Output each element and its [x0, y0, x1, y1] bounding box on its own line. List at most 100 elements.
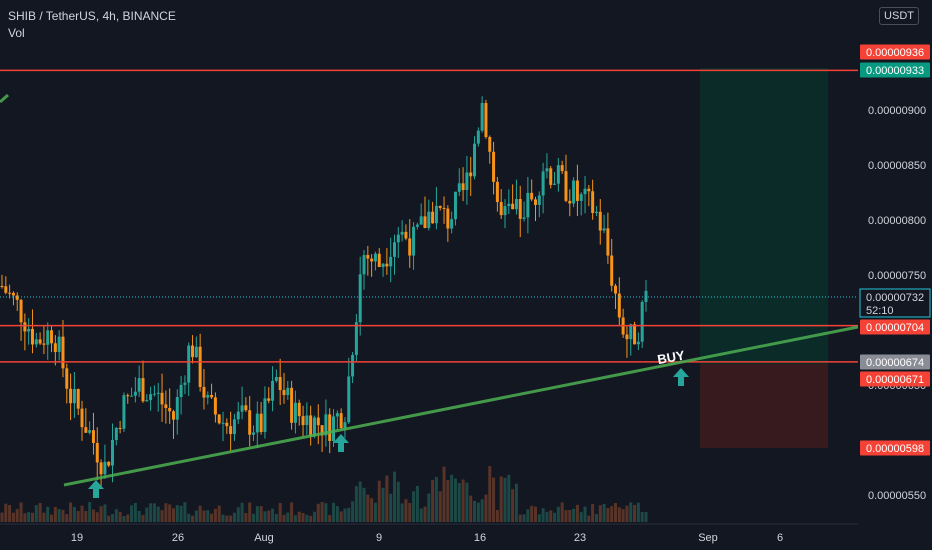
candle-body [271, 380, 275, 401]
candle-body [617, 293, 621, 318]
volume-bar [95, 512, 99, 522]
trendline[interactable] [63, 325, 859, 487]
candle-body [320, 425, 324, 436]
profit-zone [700, 68, 828, 364]
volume-bar [469, 495, 473, 522]
volume-bar [248, 502, 252, 522]
candle-body [553, 183, 557, 185]
candle-body [179, 384, 183, 398]
candle-body [27, 328, 31, 332]
volume-bar [267, 510, 271, 522]
candle-body [206, 394, 210, 398]
currency-button[interactable]: USDT [879, 7, 919, 25]
candle-body [152, 393, 156, 395]
volume-bar [476, 502, 480, 522]
candle-body [434, 205, 438, 224]
candle-body [312, 417, 316, 437]
candle-body [8, 292, 12, 294]
y-tick-label: 0.00000750 [868, 270, 926, 282]
candle-body [587, 188, 591, 192]
volume-bar [217, 505, 221, 522]
candle-body [431, 211, 435, 224]
candle-body [133, 391, 137, 396]
candle-body [396, 234, 400, 243]
volume-bar [354, 486, 358, 522]
volume-bar [560, 502, 564, 522]
volume-bar [164, 503, 168, 522]
candle-body [57, 336, 61, 352]
volume-bar [65, 514, 69, 522]
volume-bar [312, 511, 316, 522]
volume-bar [274, 514, 278, 522]
candle-body [210, 394, 214, 398]
candle-body [575, 180, 579, 201]
volume-bar [373, 502, 377, 522]
candle-body [11, 292, 15, 296]
volume-bar [168, 504, 172, 522]
volume-bar [80, 505, 84, 522]
x-tick-label: 9 [376, 532, 382, 544]
candle-body [480, 103, 484, 131]
candle-body [450, 219, 454, 229]
candle-body [381, 263, 385, 268]
candle-body [236, 411, 240, 420]
candle-body [492, 151, 496, 182]
volume-bar [99, 506, 103, 522]
volume-bar [225, 515, 229, 522]
buy-arrow-icon [88, 480, 104, 498]
candle-body [4, 286, 8, 293]
candle-body [392, 242, 396, 257]
stop-tag-bg [860, 440, 930, 456]
candle-body [259, 413, 263, 432]
candle-body [560, 165, 564, 172]
volume-bar [8, 505, 12, 522]
candle-body [465, 172, 469, 191]
volume-bar [370, 498, 374, 522]
volume-bar [438, 491, 442, 522]
volume-bar [198, 505, 202, 522]
candle-body [0, 286, 4, 287]
volume-bar [114, 509, 118, 522]
candle-body [572, 180, 576, 204]
candle-body [354, 322, 358, 355]
y-tick-label: 0.00000550 [868, 490, 926, 502]
volume-bar [293, 515, 297, 522]
time-axis[interactable] [0, 524, 858, 550]
candle-body [328, 414, 332, 442]
volume-bar [594, 514, 598, 522]
x-tick-label: 19 [71, 532, 83, 544]
candle-body [503, 206, 507, 216]
volume-bar [152, 503, 156, 522]
volume-bar [0, 512, 4, 522]
candle-body [476, 130, 480, 144]
x-tick-label: 16 [474, 532, 486, 544]
volume-bar [290, 502, 294, 522]
candle-body [594, 211, 598, 213]
volume-bar [160, 510, 164, 522]
volume-bar [473, 500, 477, 522]
candle-body [69, 388, 73, 404]
candle-body [564, 171, 568, 201]
volume-bar [282, 514, 286, 522]
candle-body [625, 334, 629, 340]
volume-bar [15, 509, 19, 522]
candle-body [126, 395, 130, 397]
candle-body [53, 343, 57, 352]
candle-body [606, 228, 610, 256]
candle-body [332, 416, 336, 442]
buy-label: BUY [656, 348, 686, 368]
candle-body [80, 408, 84, 428]
candle-body [91, 430, 95, 443]
price-axis[interactable] [858, 0, 932, 524]
volume-bar [149, 503, 153, 522]
volume-bar [206, 510, 210, 522]
volume-bar [636, 502, 640, 522]
volume-bar [213, 508, 217, 522]
volume-bar [137, 510, 141, 522]
volume-bar [4, 503, 8, 522]
volume-bar [171, 508, 175, 522]
volume-bar [328, 515, 332, 522]
volume-bar [23, 513, 27, 522]
volume-bar [30, 512, 34, 522]
